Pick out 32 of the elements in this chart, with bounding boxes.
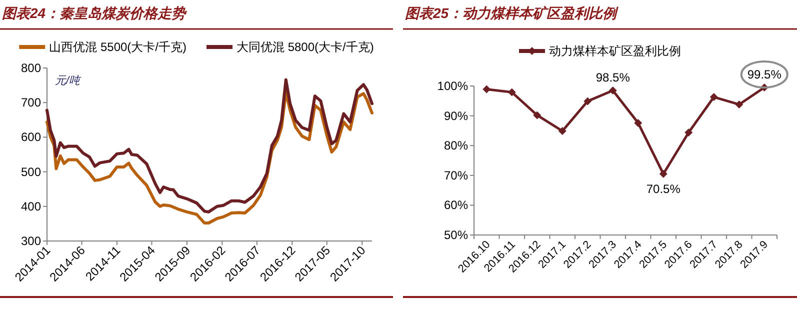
point [482,85,491,94]
y-tick-label: 80% [444,138,468,153]
point [608,86,617,94]
chart-title: 图表25：动力煤样本矿区盈利比例 [405,5,619,21]
y-tick-label: 400 [20,199,42,214]
y-tick-label: 500 [20,164,42,179]
y-tick-label: 600 [20,130,42,144]
point [508,88,516,96]
point [684,128,693,136]
y-tick-label: 50% [444,228,468,242]
data-label: 70.5% [646,182,681,196]
y-tick-label: 300 [20,234,42,248]
point [634,118,642,127]
data-label: 99.5% [747,67,782,82]
legend-label: 动力煤样本矿区盈利比例 [549,44,681,58]
y-tick-label: 800 [20,61,42,75]
point [558,127,566,135]
data-label: 98.5% [596,70,630,84]
y-tick-label: 90% [444,108,468,123]
y-axis-title: 元/吨 [55,74,82,87]
y-tick-label: 100% [437,79,468,93]
point [735,100,744,108]
legend-label: 山西优混 5500(大卡/千克) [49,40,186,54]
y-tick-label: 70% [444,168,468,182]
y-tick-label: 700 [20,96,42,110]
chart-title: 图表24：秦皇岛煤炭价格走势 [2,5,188,21]
point [710,93,718,102]
y-tick-label: 60% [444,198,468,212]
legend-label: 大同优混 5800(大卡/千克) [236,40,374,54]
point [659,170,668,178]
point [584,97,592,106]
point [533,111,542,120]
